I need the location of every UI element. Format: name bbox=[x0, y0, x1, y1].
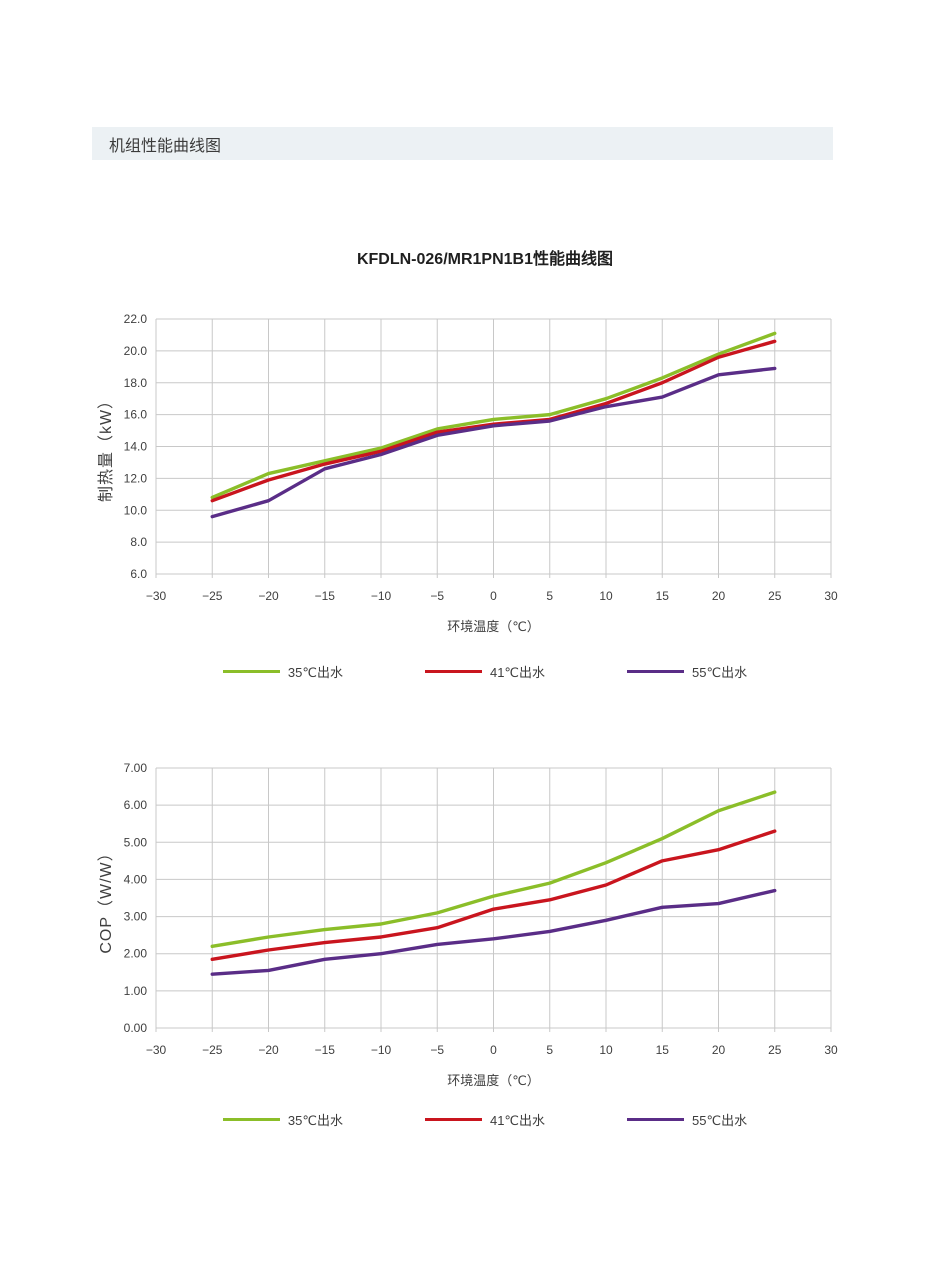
x-tick-label: 30 bbox=[824, 1043, 838, 1057]
series-line-0 bbox=[210, 790, 777, 948]
x-tick-label: 10 bbox=[599, 589, 613, 603]
heating-capacity-chart: 6.0 8.0 10.0 12.0 14.0 16.0 18.0 20.0 22.0 −30 −25… bbox=[124, 312, 838, 634]
legend-item: 55℃出水 bbox=[627, 1110, 747, 1129]
series-line-1 bbox=[210, 829, 777, 961]
x-tick-label: −10 bbox=[371, 1043, 392, 1057]
legend-line-swatch bbox=[424, 670, 482, 673]
series-line-2 bbox=[210, 888, 777, 976]
x-tick-label: −10 bbox=[371, 589, 392, 603]
cop-chart: 0.00 1.00 2.00 3.00 4.00 5.00 6.00 7.00 −30 −25 −2… bbox=[124, 761, 838, 1088]
legend-line-swatch bbox=[424, 1118, 482, 1121]
legend-line-swatch bbox=[627, 1118, 685, 1121]
x-tick-label: 15 bbox=[656, 589, 670, 603]
x-tick-label: −20 bbox=[258, 589, 279, 603]
legend-label: 35℃出水 bbox=[287, 665, 343, 680]
y-tick-label: 18.0 bbox=[124, 376, 148, 390]
y-tick-label: 6.00 bbox=[124, 798, 148, 812]
y-tick-label: 4.00 bbox=[124, 872, 148, 886]
legend-label: 55℃出水 bbox=[692, 1113, 748, 1128]
x-tick-label: −25 bbox=[202, 1043, 223, 1057]
y-tick-label: 3.00 bbox=[124, 910, 148, 924]
x-tick-label: 30 bbox=[824, 589, 838, 603]
series-line-2 bbox=[210, 366, 777, 519]
legend-line-swatch bbox=[627, 670, 685, 673]
x-tick-label: 0 bbox=[490, 1043, 497, 1057]
y-tick-label: 10.0 bbox=[124, 503, 148, 517]
legend-line-swatch bbox=[222, 1118, 280, 1121]
x-tick-label: −25 bbox=[202, 589, 223, 603]
x-tick-label: 25 bbox=[768, 589, 782, 603]
legend-item: 55℃出水 bbox=[627, 662, 747, 681]
x-tick-label: −5 bbox=[430, 589, 444, 603]
cop-chart-legend: 35℃出水 41℃出水 55℃出水 bbox=[90, 1110, 880, 1129]
y-tick-label: 0.00 bbox=[124, 1021, 148, 1035]
heating-chart-legend: 35℃出水 41℃出水 55℃出水 bbox=[90, 662, 880, 681]
x-axis-title: 环境温度（℃） bbox=[447, 619, 540, 634]
y-tick-label: 12.0 bbox=[124, 471, 148, 485]
series-line-0 bbox=[210, 331, 777, 500]
y-tick-label: 2.00 bbox=[124, 947, 148, 961]
legend-label: 55℃出水 bbox=[692, 665, 748, 680]
x-axis-title: 环境温度（℃） bbox=[447, 1073, 540, 1088]
y-tick-label: 14.0 bbox=[124, 440, 148, 454]
x-tick-label: 25 bbox=[768, 1043, 782, 1057]
y-tick-label: 5.00 bbox=[124, 835, 148, 849]
x-tick-label: 20 bbox=[712, 1043, 726, 1057]
section-header-text: 机组性能曲线图 bbox=[109, 137, 222, 155]
legend-label: 35℃出水 bbox=[287, 1113, 343, 1128]
y-tick-label: 8.0 bbox=[130, 535, 147, 549]
section-header-band: 机组性能曲线图 bbox=[92, 127, 833, 160]
x-tick-label: 5 bbox=[546, 589, 553, 603]
x-tick-label: 10 bbox=[599, 1043, 613, 1057]
x-tick-label: −15 bbox=[315, 589, 336, 603]
x-tick-label: 5 bbox=[546, 1043, 553, 1057]
y-tick-label: 6.0 bbox=[130, 567, 147, 581]
x-tick-label: 20 bbox=[712, 589, 726, 603]
y-tick-label: 22.0 bbox=[124, 312, 148, 326]
x-tick-label: 15 bbox=[656, 1043, 670, 1057]
y-tick-label: 1.00 bbox=[124, 984, 148, 998]
x-tick-label: 0 bbox=[490, 589, 497, 603]
legend-item: 35℃出水 bbox=[222, 1110, 343, 1129]
x-tick-label: −5 bbox=[430, 1043, 444, 1057]
legend-item: 41℃出水 bbox=[424, 662, 546, 681]
chart-title: KFDLN-026/MR1PN1B1性能曲线图 bbox=[356, 251, 614, 268]
legend-item: 41℃出水 bbox=[424, 1110, 546, 1129]
y-tick-label: 7.00 bbox=[124, 761, 148, 775]
x-tick-label: −20 bbox=[258, 1043, 279, 1057]
x-tick-label: −30 bbox=[146, 589, 167, 603]
y-tick-label: 16.0 bbox=[124, 408, 148, 422]
legend-label: 41℃出水 bbox=[489, 1113, 546, 1128]
x-tick-label: −30 bbox=[146, 1043, 167, 1057]
legend-line-swatch bbox=[222, 670, 280, 673]
legend-item: 35℃出水 bbox=[222, 662, 343, 681]
x-tick-label: −15 bbox=[315, 1043, 336, 1057]
y-tick-label: 20.0 bbox=[124, 344, 148, 358]
legend-label: 41℃出水 bbox=[489, 665, 546, 680]
